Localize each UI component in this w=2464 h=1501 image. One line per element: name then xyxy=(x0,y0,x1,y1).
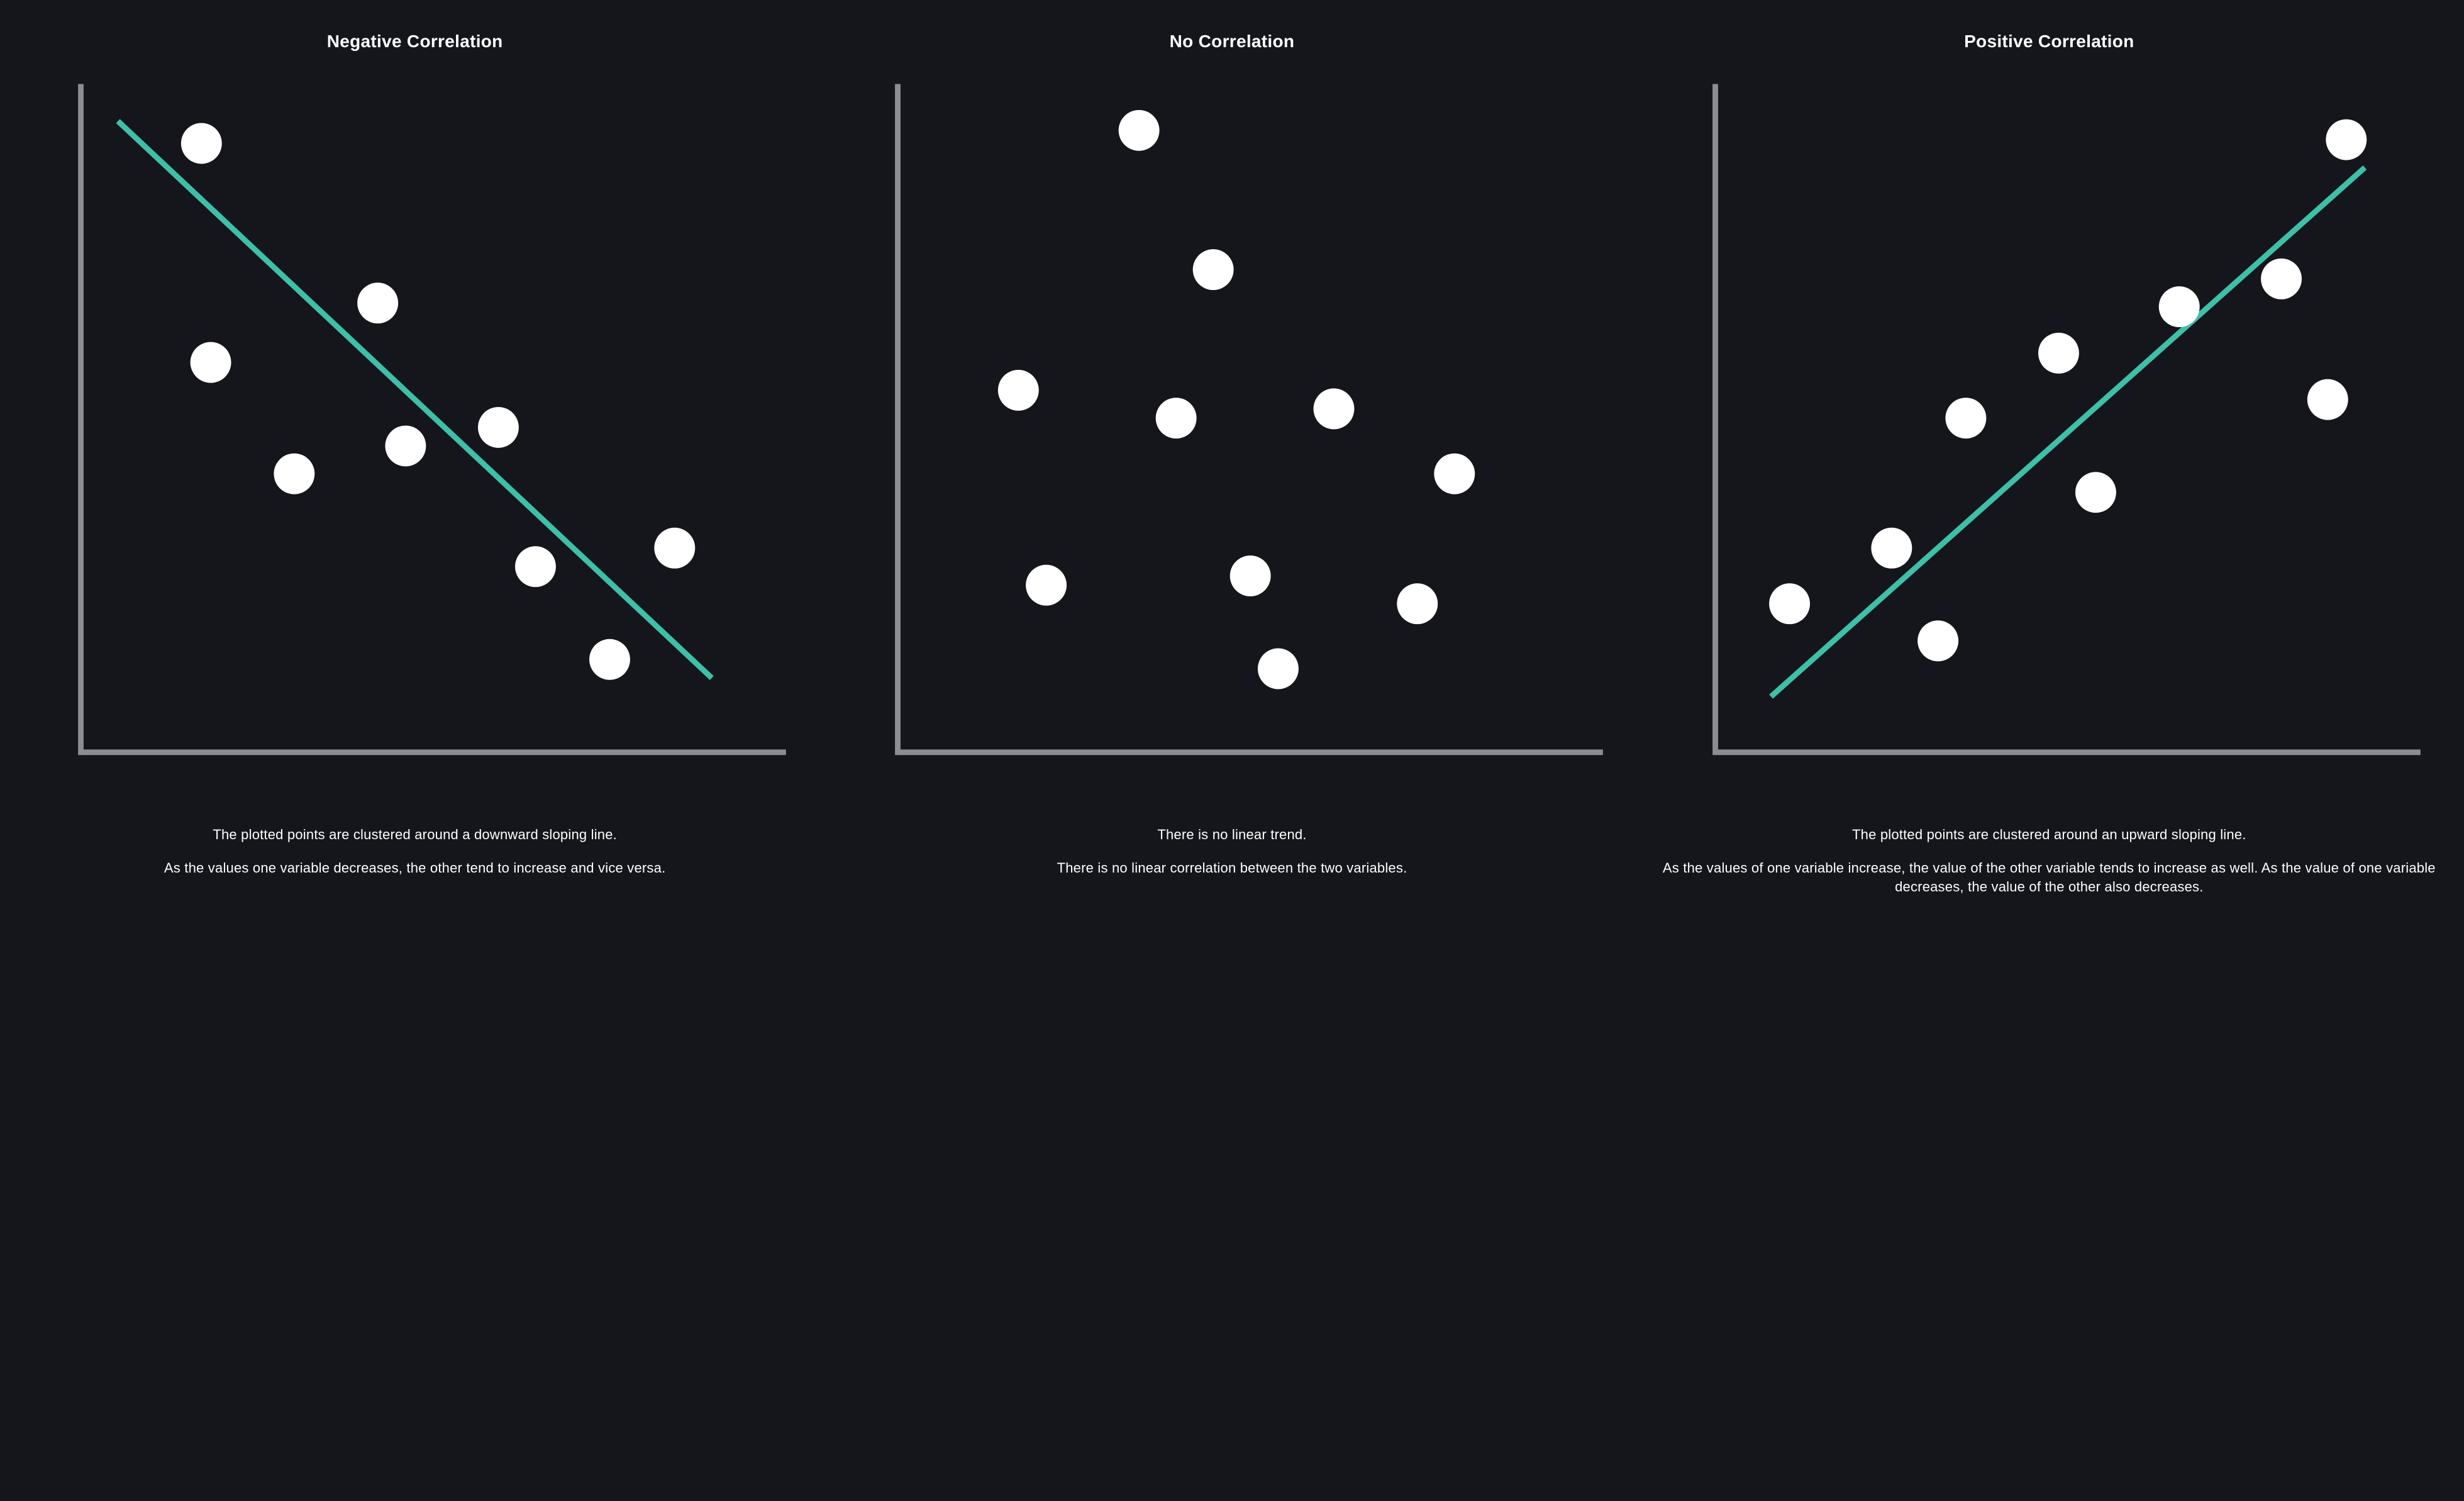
panel-title-positive: Positive Correlation xyxy=(1964,31,2134,52)
data-point xyxy=(2261,259,2302,299)
data-point xyxy=(2075,472,2116,513)
data-point xyxy=(2326,120,2367,160)
data-point xyxy=(1945,398,1986,438)
data-point xyxy=(1156,398,1197,438)
data-point xyxy=(589,639,630,680)
correlation-infographic: Negative Correlation The plotted points … xyxy=(0,0,2464,934)
data-point xyxy=(2038,333,2079,374)
data-point xyxy=(654,528,695,569)
trend-line xyxy=(1771,167,2365,696)
data-point xyxy=(1314,388,1355,429)
panel-positive: Positive Correlation The plotted points … xyxy=(1660,31,2439,896)
panel-title-negative: Negative Correlation xyxy=(327,31,503,52)
data-point xyxy=(385,425,426,466)
panel-negative: Negative Correlation The plotted points … xyxy=(25,31,804,896)
data-point xyxy=(1769,583,1810,624)
data-point xyxy=(1435,454,1475,494)
panel-none: No Correlation There is no linear trend.… xyxy=(842,31,1621,896)
data-point xyxy=(2307,379,2348,420)
captions-none: There is no linear trend. There is no li… xyxy=(842,825,1621,878)
captions-negative: The plotted points are clustered around … xyxy=(25,825,804,878)
scatter-svg-none xyxy=(842,65,1621,808)
data-point xyxy=(274,454,314,494)
data-point xyxy=(181,123,222,164)
caption-text: As the values one variable decreases, th… xyxy=(28,859,802,878)
data-point xyxy=(1397,583,1438,624)
data-point xyxy=(478,407,519,448)
data-point xyxy=(1258,649,1299,689)
scatter-svg-positive xyxy=(1660,65,2439,808)
data-point xyxy=(2158,286,2199,327)
data-point xyxy=(1119,110,1160,151)
caption-text: The plotted points are clustered around … xyxy=(28,825,802,844)
scatter-svg-negative xyxy=(25,65,804,808)
data-point xyxy=(1871,528,1912,569)
axis xyxy=(898,84,1603,752)
data-point xyxy=(191,342,231,383)
scatter-plot-positive xyxy=(1660,65,2439,808)
caption-text: There is no linear trend. xyxy=(845,825,1619,844)
data-point xyxy=(1230,555,1271,596)
data-point xyxy=(998,370,1039,411)
caption-text: As the values of one variable increase, … xyxy=(1662,859,2436,897)
data-point xyxy=(1026,565,1067,606)
scatter-plot-negative xyxy=(25,65,804,808)
caption-text: There is no linear correlation between t… xyxy=(845,859,1619,878)
data-point xyxy=(515,546,556,587)
captions-positive: The plotted points are clustered around … xyxy=(1660,825,2439,896)
data-point xyxy=(1917,620,1958,661)
caption-text: The plotted points are clustered around … xyxy=(1662,825,2436,844)
panel-title-none: No Correlation xyxy=(1170,31,1295,52)
data-point xyxy=(1193,249,1234,290)
data-point xyxy=(357,282,398,323)
trend-line xyxy=(118,121,712,678)
scatter-plot-none xyxy=(842,65,1621,808)
